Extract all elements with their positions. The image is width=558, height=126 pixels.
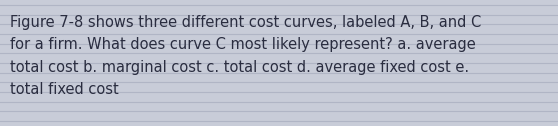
Text: Figure 7-8 shows three different cost curves, labeled A, B, and C
for a firm. Wh: Figure 7-8 shows three different cost cu… bbox=[10, 15, 482, 97]
